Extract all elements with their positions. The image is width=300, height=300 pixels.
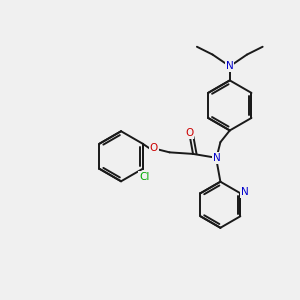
Text: O: O xyxy=(185,128,193,138)
Text: N: N xyxy=(213,153,220,163)
Text: N: N xyxy=(226,61,234,71)
Text: N: N xyxy=(241,188,249,197)
Text: O: O xyxy=(150,143,158,153)
Text: Cl: Cl xyxy=(139,172,149,182)
